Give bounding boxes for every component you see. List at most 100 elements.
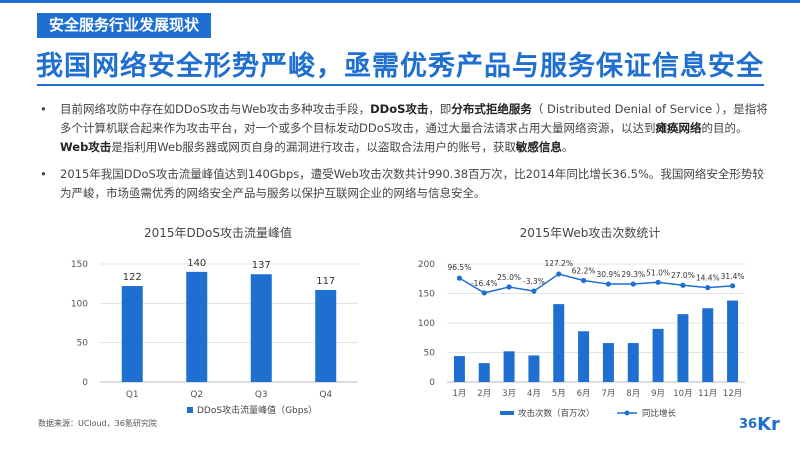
bar-value-label: 122 (123, 272, 142, 283)
bar-q2 (186, 271, 208, 382)
y-tick-label: 50 (77, 339, 89, 349)
bullet-text: 是指利用Web服务器或网页自身的漏洞进行攻击，以盗取合法用户的账号，获取 (111, 140, 516, 154)
bullet-text: 2015年我国DDoS攻击流量峰值达到140Gbps，遭受Web攻击次数共计99… (60, 167, 764, 200)
bullet-text: 。 (561, 140, 574, 154)
growth-point (729, 283, 736, 289)
ddos-peak-chart-svg: 2015年DDoS攻击流量峰值 0 50 100 150 122 Q1 140 Q2 137 Q3… (71, 225, 358, 416)
x-tick-label: 10月 (673, 389, 692, 399)
chart-title: 2015年Web攻击次数统计 (520, 225, 661, 240)
bullet-list: • 目前网络攻防中存在如DDoS攻击与Web攻击多种攻击手段，DDoS攻击，即分… (38, 100, 768, 211)
bullet-text: 目前网络攻防中存在如DDoS攻击与Web攻击多种攻击手段， (60, 102, 371, 116)
bullet-text: 的目的。 (701, 121, 748, 135)
bullet-dot: • (40, 167, 47, 181)
growth-line (459, 273, 733, 294)
x-tick-label: 3月 (502, 389, 516, 399)
legend-line-label: 同比增长 (642, 408, 677, 418)
emphasis-distributed-denial: 分布式拒绝服务 (451, 102, 532, 116)
y-tick-label: 0 (82, 378, 88, 388)
bar-month-3 (503, 351, 515, 382)
bar-q3 (250, 274, 272, 382)
x-tick-label: 1月 (452, 389, 466, 399)
x-tick-label: Q2 (190, 390, 203, 400)
x-tick-label: 4月 (527, 389, 541, 399)
bar-month-6 (578, 331, 590, 382)
bar-q4 (315, 289, 337, 382)
legend-label: DDoS攻击流量峰值（Gbps） (197, 404, 317, 416)
bar-month-12 (727, 300, 739, 382)
bullet-dot: • (40, 102, 47, 116)
growth-point (580, 277, 587, 284)
bullet-ddos-web: • 目前网络攻防中存在如DDoS攻击与Web攻击多种攻击手段，DDoS攻击，即分… (38, 100, 768, 157)
y-tick-label: 0 (429, 378, 435, 388)
growth-label: 51.0% (646, 268, 670, 277)
web-attack-chart-svg: 2015年Web攻击次数统计 0 50 100 150 200 1月 2月 3月 4月 5月 6月 7… (418, 225, 745, 419)
legend-swatch (187, 407, 193, 413)
x-tick-label: 12月 (723, 389, 742, 399)
emphasis-paralyze-network: 瘫痪网络 (655, 121, 702, 135)
y-tick-label: 150 (418, 290, 435, 300)
bar-month-4 (528, 355, 540, 382)
growth-label: -16.4% (471, 279, 498, 288)
bar-value-label: 140 (187, 258, 206, 269)
y-tick-label: 100 (71, 299, 88, 309)
growth-point (680, 282, 686, 288)
chart-title: 2015年DDoS攻击流量峰值 (144, 225, 292, 240)
growth-label: 30.9% (597, 270, 621, 279)
y-tick-label: 50 (424, 349, 436, 359)
bar-value-label: 117 (316, 276, 335, 287)
growth-label: 96.5% (448, 263, 472, 272)
ddos-peak-chart: 2015年DDoS攻击流量峰值 0 50 100 150 122 Q1 140 Q2 137 Q3… (40, 222, 390, 418)
y-tick-label: 200 (418, 260, 435, 270)
emphasis-web-attack: Web攻击 (60, 140, 112, 154)
growth-point (506, 284, 512, 290)
bar-month-11 (702, 308, 714, 382)
page-title: 我国网络安全形势严峻，亟需优秀产品与服务保证信息安全 (36, 51, 764, 82)
bar-month-1 (453, 356, 465, 382)
data-source-note: 数据来源：UCloud，36氪研究院 (38, 419, 157, 428)
legend-line-marker (624, 410, 630, 416)
bar-q1 (121, 286, 143, 382)
bullet-text: ，即 (428, 102, 452, 116)
x-tick-label: 7月 (601, 389, 615, 399)
x-tick-label: 6月 (577, 389, 591, 399)
bar-value-label: 137 (252, 260, 271, 271)
title-divider (37, 84, 764, 86)
bar-month-7 (602, 343, 614, 382)
growth-label: 27.0% (671, 271, 695, 280)
x-tick-label: 9月 (651, 389, 665, 399)
growth-label: 25.0% (497, 273, 521, 282)
y-tick-label: 150 (71, 260, 88, 270)
bar-month-10 (677, 314, 689, 382)
bar-month-8 (627, 343, 639, 382)
web-attack-chart: 2015年Web攻击次数统计 0 50 100 150 200 1月 2月 3月 4月 5月 6月 7… (405, 222, 765, 419)
x-tick-label: Q4 (319, 390, 332, 400)
growth-point (456, 275, 463, 281)
growth-label: 127.2% (544, 259, 573, 268)
x-tick-label: Q3 (255, 390, 268, 400)
growth-point (605, 281, 612, 287)
legend-bar-label: 攻击次数（百万次） (518, 408, 595, 418)
x-tick-label: 2月 (477, 389, 491, 399)
top-accent-bar (0, 0, 800, 3)
growth-point (531, 288, 537, 294)
emphasis-ddos: DDoS攻击 (370, 102, 429, 116)
bullet-2015-stats: • 2015年我国DDoS攻击流量峰值达到140Gbps，遭受Web攻击次数共计… (38, 165, 768, 203)
y-tick-label: 100 (418, 319, 435, 329)
growth-point (556, 271, 562, 277)
growth-label: 31.4% (721, 272, 745, 281)
36kr-logo: 36Kr (739, 414, 780, 435)
growth-label: -3.3% (523, 277, 545, 286)
bar-month-9 (652, 328, 664, 382)
x-tick-label: 8月 (626, 389, 640, 399)
growth-point (481, 290, 487, 296)
section-tag: 安全服务行业发展现状 (37, 13, 212, 38)
bullet-text: （ Distributed Denial of Service ），是指将多个计… (60, 102, 768, 135)
growth-label: 29.3% (621, 270, 645, 279)
x-tick-label: 5月 (552, 389, 566, 399)
growth-label: 14.4% (696, 274, 720, 283)
growth-point (630, 281, 636, 287)
emphasis-sensitive-info: 敏感信息 (515, 140, 562, 154)
growth-point (705, 285, 711, 291)
x-tick-label: 11月 (698, 389, 717, 399)
bar-month-2 (478, 363, 490, 382)
